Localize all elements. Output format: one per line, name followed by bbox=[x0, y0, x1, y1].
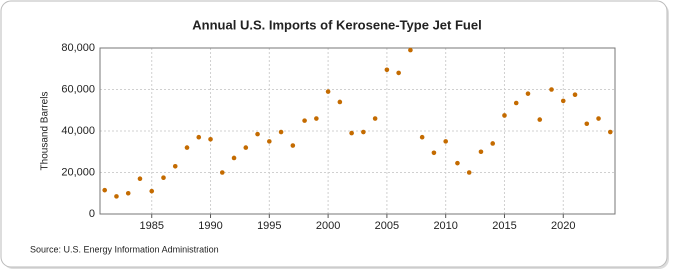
point bbox=[243, 145, 249, 150]
point bbox=[208, 137, 213, 142]
point bbox=[325, 89, 331, 94]
point bbox=[267, 139, 272, 144]
point bbox=[596, 116, 601, 121]
x-tick-label: 1995 bbox=[257, 220, 281, 232]
frame bbox=[0, 0, 668, 268]
y-tick-label: 20,000 bbox=[61, 166, 95, 178]
x-tick-label: 2000 bbox=[316, 220, 340, 232]
x-tick-label: 1990 bbox=[198, 220, 222, 232]
point bbox=[231, 155, 237, 161]
point bbox=[572, 92, 578, 97]
point bbox=[337, 99, 343, 105]
x-tick-label: 2010 bbox=[433, 220, 457, 232]
point bbox=[549, 87, 554, 92]
point bbox=[114, 194, 119, 199]
point bbox=[513, 100, 519, 106]
point bbox=[384, 67, 390, 73]
point bbox=[584, 121, 590, 127]
point bbox=[102, 187, 108, 193]
x-tick-label: 1985 bbox=[139, 220, 163, 232]
point bbox=[302, 118, 307, 123]
point bbox=[290, 143, 296, 148]
y-axis-label: Thousand Barrels bbox=[40, 92, 51, 171]
point bbox=[172, 163, 178, 169]
point bbox=[560, 98, 566, 104]
point bbox=[349, 130, 354, 136]
point bbox=[255, 131, 260, 137]
point bbox=[196, 134, 202, 140]
point bbox=[466, 170, 472, 175]
point bbox=[149, 188, 155, 194]
x-tick-label: 2015 bbox=[492, 220, 516, 232]
plot-border bbox=[99, 47, 616, 215]
point bbox=[396, 70, 401, 76]
point bbox=[431, 150, 437, 156]
point bbox=[443, 139, 448, 144]
y-tick-label: 60,000 bbox=[61, 83, 95, 95]
source: Source: U.S. Energy Information Administ… bbox=[30, 244, 219, 254]
point bbox=[502, 113, 507, 118]
point bbox=[408, 47, 413, 53]
chart-title: Annual U.S. Imports of Kerosene-Type Jet… bbox=[192, 17, 481, 32]
point bbox=[490, 141, 496, 146]
x-tick-label: 2020 bbox=[551, 220, 575, 232]
point bbox=[537, 117, 543, 122]
point bbox=[125, 190, 131, 196]
point bbox=[607, 129, 613, 135]
point bbox=[278, 129, 284, 135]
point bbox=[478, 149, 484, 155]
point bbox=[525, 91, 531, 96]
y-tick-label: 80,000 bbox=[61, 42, 95, 54]
point bbox=[419, 134, 425, 140]
point bbox=[161, 175, 166, 180]
point bbox=[137, 176, 143, 182]
point bbox=[314, 116, 319, 121]
point bbox=[361, 129, 366, 135]
point bbox=[372, 116, 378, 121]
point bbox=[219, 170, 225, 175]
point bbox=[184, 145, 190, 150]
y-tick-label: 40,000 bbox=[61, 125, 95, 137]
point bbox=[455, 160, 460, 166]
x-tick-label: 2005 bbox=[375, 220, 399, 232]
y-tick-label: 0 bbox=[89, 208, 95, 220]
